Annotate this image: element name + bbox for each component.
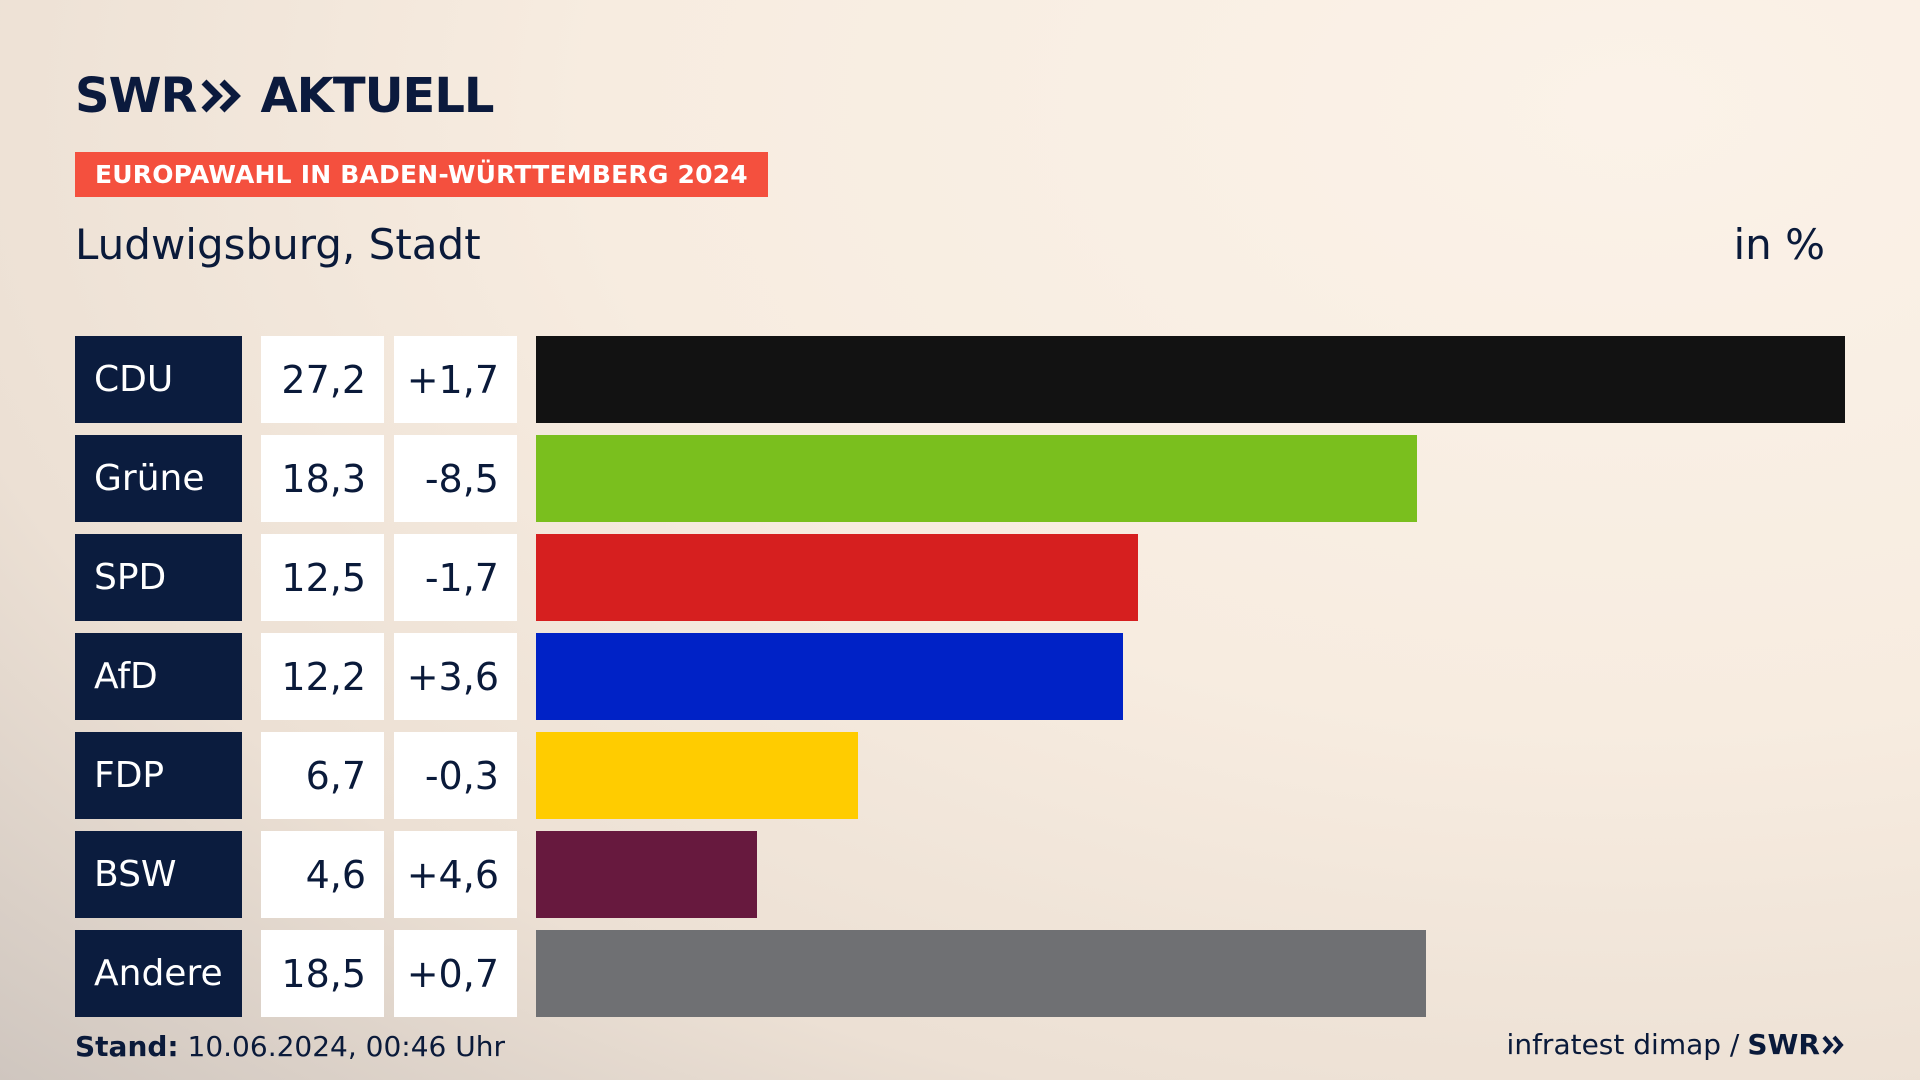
party-label: Andere (75, 930, 242, 1017)
result-row: CDU 27,2 +1,7 (75, 336, 1845, 423)
party-label: FDP (75, 732, 242, 819)
vote-share-label: 6,7 (261, 732, 384, 819)
vote-share-label: 18,3 (261, 435, 384, 522)
change-label: -0,3 (394, 732, 517, 819)
result-row: Andere 18,5 +0,7 (75, 930, 1845, 1017)
vote-share-label: 27,2 (261, 336, 384, 423)
result-row: BSW 4,6 +4,6 (75, 831, 1845, 918)
change-label: +0,7 (394, 930, 517, 1017)
result-bar (536, 435, 1417, 522)
double-chevron-icon (202, 79, 242, 113)
party-label: SPD (75, 534, 242, 621)
result-bar (536, 831, 757, 918)
vote-share-label: 4,6 (261, 831, 384, 918)
change-label: +4,6 (394, 831, 517, 918)
logo-aktuell-text: AKTUELL (260, 68, 494, 124)
result-bar (536, 732, 858, 819)
stand-info: Stand: 10.06.2024, 00:46 Uhr (75, 1030, 505, 1063)
unit-label: in % (1733, 220, 1825, 269)
result-bar (536, 534, 1138, 621)
result-row: FDP 6,7 -0,3 (75, 732, 1845, 819)
source-brand: SWR (1747, 1028, 1844, 1061)
double-chevron-icon (1822, 1035, 1844, 1054)
change-label: -8,5 (394, 435, 517, 522)
party-label: Grüne (75, 435, 242, 522)
change-label: -1,7 (394, 534, 517, 621)
source-info: infratest dimap / SWR (1507, 1028, 1844, 1061)
vote-share-label: 12,5 (261, 534, 384, 621)
vote-share-label: 12,2 (261, 633, 384, 720)
source-brand-text: SWR (1747, 1028, 1820, 1061)
source-text: infratest dimap / (1506, 1028, 1740, 1061)
result-row: AfD 12,2 +3,6 (75, 633, 1845, 720)
stand-value: 10.06.2024, 00:46 Uhr (187, 1030, 505, 1063)
change-label: +1,7 (394, 336, 517, 423)
result-bar (536, 336, 1845, 423)
result-row: Grüne 18,3 -8,5 (75, 435, 1845, 522)
result-bar (536, 930, 1426, 1017)
vote-share-label: 18,5 (261, 930, 384, 1017)
result-row: SPD 12,5 -1,7 (75, 534, 1845, 621)
stand-label: Stand: (75, 1030, 179, 1063)
result-bar (536, 633, 1123, 720)
place-title: Ludwigsburg, Stadt (75, 220, 481, 269)
logo-swr-text: SWR (75, 68, 197, 124)
election-badge: EUROPAWAHL IN BADEN-WÜRTTEMBERG 2024 (75, 152, 768, 197)
party-label: BSW (75, 831, 242, 918)
party-label: CDU (75, 336, 242, 423)
swr-aktuell-logo: SWR AKTUELL (75, 66, 495, 126)
party-label: AfD (75, 633, 242, 720)
change-label: +3,6 (394, 633, 517, 720)
